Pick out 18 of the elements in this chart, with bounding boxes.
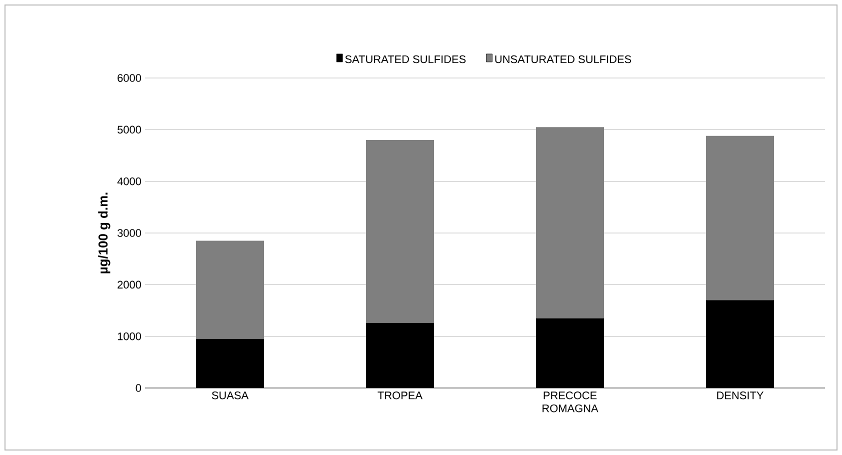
y-tick-label: 3000	[118, 229, 142, 237]
bar	[706, 136, 774, 300]
y-tick-label: 1000	[118, 332, 142, 340]
bar	[366, 140, 434, 323]
x-tick-label: SUASA	[212, 392, 249, 400]
legend-label: SATURATED SULFIDES	[345, 55, 466, 64]
x-tick-label: TROPEA	[378, 392, 423, 400]
bar	[536, 127, 604, 318]
bar	[196, 240, 264, 339]
y-tick-label: 4000	[117, 177, 142, 186]
y-tick-label: 6000	[118, 74, 142, 82]
y-tick-label: 2000	[118, 280, 142, 289]
y-tick-label: 5000	[118, 126, 142, 134]
y-tick-label: 0	[136, 384, 142, 392]
x-tick-label: PRECOCE ROMAGNA	[542, 392, 598, 412]
x-tick-label: DENSITY	[717, 392, 764, 400]
y-axis-title: µg/100 g d.m.	[98, 192, 110, 274]
legend-label: UNSATURATED SULFIDES	[495, 55, 632, 64]
